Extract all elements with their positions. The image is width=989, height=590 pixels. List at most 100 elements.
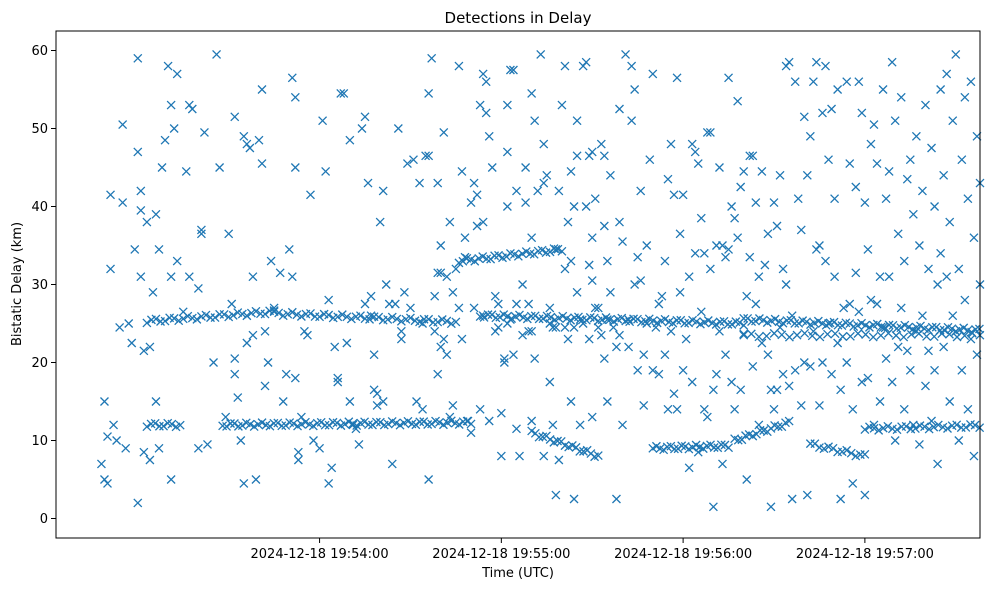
data-point — [375, 417, 385, 427]
data-point — [687, 139, 697, 149]
data-point — [830, 272, 840, 282]
x-tick-label: 2024-12-18 19:55:00 — [432, 547, 570, 562]
data-point — [696, 307, 706, 317]
data-point — [333, 312, 343, 322]
data-point — [648, 316, 658, 326]
data-point — [228, 310, 238, 320]
data-point — [827, 369, 837, 379]
data-point — [836, 494, 846, 504]
data-point — [224, 229, 234, 239]
x-axis-title: Time (UTC) — [481, 566, 554, 581]
data-point — [436, 342, 446, 352]
data-point — [533, 186, 543, 196]
data-point — [542, 170, 552, 180]
data-point — [945, 217, 955, 227]
data-point — [201, 310, 211, 320]
data-point — [690, 248, 700, 258]
data-point — [242, 311, 252, 321]
data-point — [427, 53, 437, 63]
data-point — [657, 291, 667, 301]
data-point — [566, 397, 576, 406]
data-point — [324, 295, 334, 305]
data-point — [106, 264, 115, 274]
data-point — [336, 88, 346, 98]
data-point — [611, 494, 621, 504]
data-point — [309, 436, 318, 445]
data-point — [209, 358, 218, 367]
data-point — [145, 342, 155, 352]
data-point — [790, 77, 800, 87]
data-point — [508, 350, 518, 360]
data-point — [574, 312, 583, 322]
data-point — [396, 334, 406, 344]
data-point — [784, 381, 794, 391]
data-point — [587, 233, 597, 243]
data-point — [805, 361, 815, 371]
data-point — [281, 369, 291, 379]
x-tick-label: 2024-12-18 19:56:00 — [614, 547, 752, 562]
data-point — [636, 276, 646, 286]
data-point — [845, 331, 855, 341]
data-point — [554, 186, 564, 196]
data-point — [589, 313, 599, 323]
data-point — [709, 443, 719, 452]
data-point — [669, 389, 679, 399]
data-point — [269, 418, 279, 428]
data-point — [845, 299, 855, 309]
data-point — [902, 346, 912, 356]
data-point — [951, 49, 961, 59]
data-point — [933, 280, 943, 289]
data-point — [419, 417, 429, 427]
data-point — [887, 377, 897, 387]
data-point — [306, 308, 315, 318]
data-point — [596, 139, 606, 149]
data-point — [390, 299, 400, 309]
data-point — [374, 312, 384, 322]
data-point — [930, 202, 940, 211]
x-axis: 2024-12-18 19:54:00 2024-12-18 19:55:00 20… — [251, 538, 934, 562]
data-point — [178, 314, 188, 324]
data-point — [627, 116, 637, 126]
data-point — [469, 303, 479, 313]
data-point — [763, 350, 773, 360]
data-point — [166, 272, 176, 282]
data-point — [711, 320, 721, 329]
data-point — [292, 310, 302, 320]
data-point — [381, 280, 391, 289]
data-point — [251, 475, 261, 484]
data-point — [553, 436, 563, 446]
data-point — [609, 317, 619, 327]
data-point — [794, 318, 804, 328]
data-point — [821, 320, 831, 330]
data-point — [427, 419, 437, 429]
data-point — [172, 69, 182, 79]
data-point — [502, 202, 512, 211]
data-point — [354, 439, 364, 449]
data-point — [227, 299, 237, 309]
data-point — [814, 241, 824, 250]
data-points — [96, 49, 985, 512]
data-point — [733, 96, 743, 106]
data-point — [869, 120, 879, 130]
data-point — [405, 313, 415, 323]
data-point — [742, 291, 752, 301]
data-point — [236, 436, 246, 445]
data-point — [159, 421, 169, 431]
data-point — [739, 166, 749, 176]
data-point — [730, 404, 740, 414]
data-point — [693, 159, 703, 169]
data-point — [260, 326, 270, 336]
data-point — [481, 108, 491, 118]
data-point — [687, 377, 697, 387]
data-point — [654, 299, 664, 309]
data-point — [739, 329, 749, 339]
data-point — [874, 425, 884, 435]
data-point — [624, 342, 634, 352]
data-point — [669, 190, 679, 200]
data-point — [333, 373, 343, 383]
data-point — [921, 381, 930, 391]
data-point — [748, 151, 758, 161]
data-point — [502, 100, 512, 110]
data-point — [787, 494, 797, 504]
